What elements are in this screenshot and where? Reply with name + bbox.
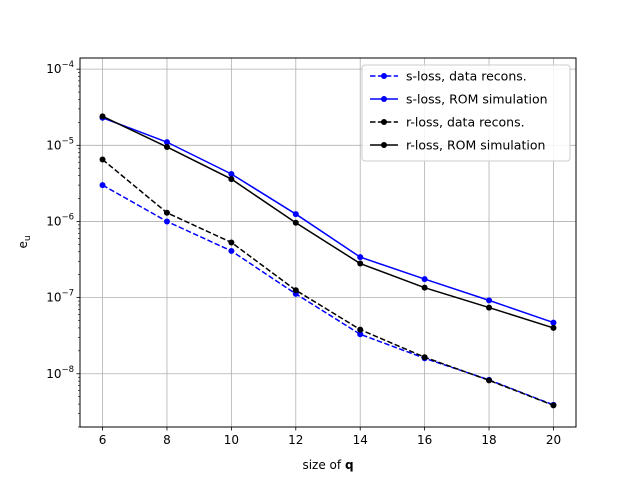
legend-marker [381, 142, 387, 148]
legend-label: s-loss, ROM simulation [406, 92, 548, 107]
data-point [550, 324, 557, 331]
data-point [357, 326, 364, 333]
data-point [486, 297, 493, 304]
legend-item: s-loss, ROM simulation [370, 92, 548, 107]
y-tick-label: 10−5 [46, 136, 74, 152]
x-tick-label: 6 [99, 433, 107, 447]
data-point [357, 260, 364, 267]
legend-marker [381, 119, 387, 125]
legend-item: r-loss, ROM simulation [370, 138, 545, 153]
data-point [292, 287, 299, 294]
data-point [99, 156, 106, 163]
data-point [486, 304, 493, 311]
data-point [163, 218, 170, 225]
data-point [163, 209, 170, 216]
y-tick-label: 10−6 [46, 212, 74, 228]
legend-item: r-loss, data recons. [370, 115, 525, 130]
y-tick-label: 10−7 [46, 289, 74, 305]
data-point [421, 276, 428, 283]
legend-marker [381, 96, 387, 102]
data-point [292, 211, 299, 218]
data-point [228, 247, 235, 254]
data-point [421, 354, 428, 361]
data-point [228, 176, 235, 183]
data-point [421, 284, 428, 291]
series-group [99, 113, 557, 409]
x-tick-label: 12 [288, 433, 303, 447]
legend-box [361, 64, 571, 162]
series-2 [99, 114, 557, 326]
series-line [102, 115, 554, 329]
legend-marker [381, 73, 387, 79]
axes-frame [79, 57, 577, 428]
x-tick-label: 14 [353, 433, 368, 447]
legend-label: r-loss, ROM simulation [406, 138, 545, 153]
y-tick-label: 10−8 [46, 365, 74, 381]
data-point [228, 170, 235, 177]
series-line [102, 117, 554, 324]
legend-item: s-loss, data recons. [370, 69, 527, 84]
x-tick-label: 8 [163, 433, 171, 447]
data-point [357, 254, 364, 261]
y-tick-label: 10−4 [46, 60, 74, 76]
ticks: 6 8 10 12 14 16 18 20 10−8 10−7 10−6 10−5 10−4 [46, 60, 561, 447]
data-point [163, 143, 170, 150]
data-point [99, 113, 106, 120]
series-3 [99, 156, 557, 409]
series-line [102, 158, 554, 407]
data-point [292, 219, 299, 226]
x-tick-label: 18 [481, 433, 496, 447]
data-point [550, 402, 557, 409]
y-axis-label: eu [16, 235, 33, 248]
x-axis-label: size of q [302, 458, 353, 472]
data-point [486, 377, 493, 384]
x-tick-label: 16 [417, 433, 432, 447]
x-tick-label: 10 [224, 433, 239, 447]
data-point [163, 139, 170, 146]
data-point [99, 182, 106, 189]
series-4 [99, 113, 557, 331]
data-point [228, 239, 235, 246]
legend-label: r-loss, data recons. [406, 115, 525, 130]
x-tick-label: 20 [546, 433, 561, 447]
legend: s-loss, data recons. s-loss, ROM simulati… [361, 64, 571, 162]
data-point [550, 319, 557, 326]
legend-label: s-loss, data recons. [406, 69, 527, 84]
data-point [357, 331, 364, 338]
